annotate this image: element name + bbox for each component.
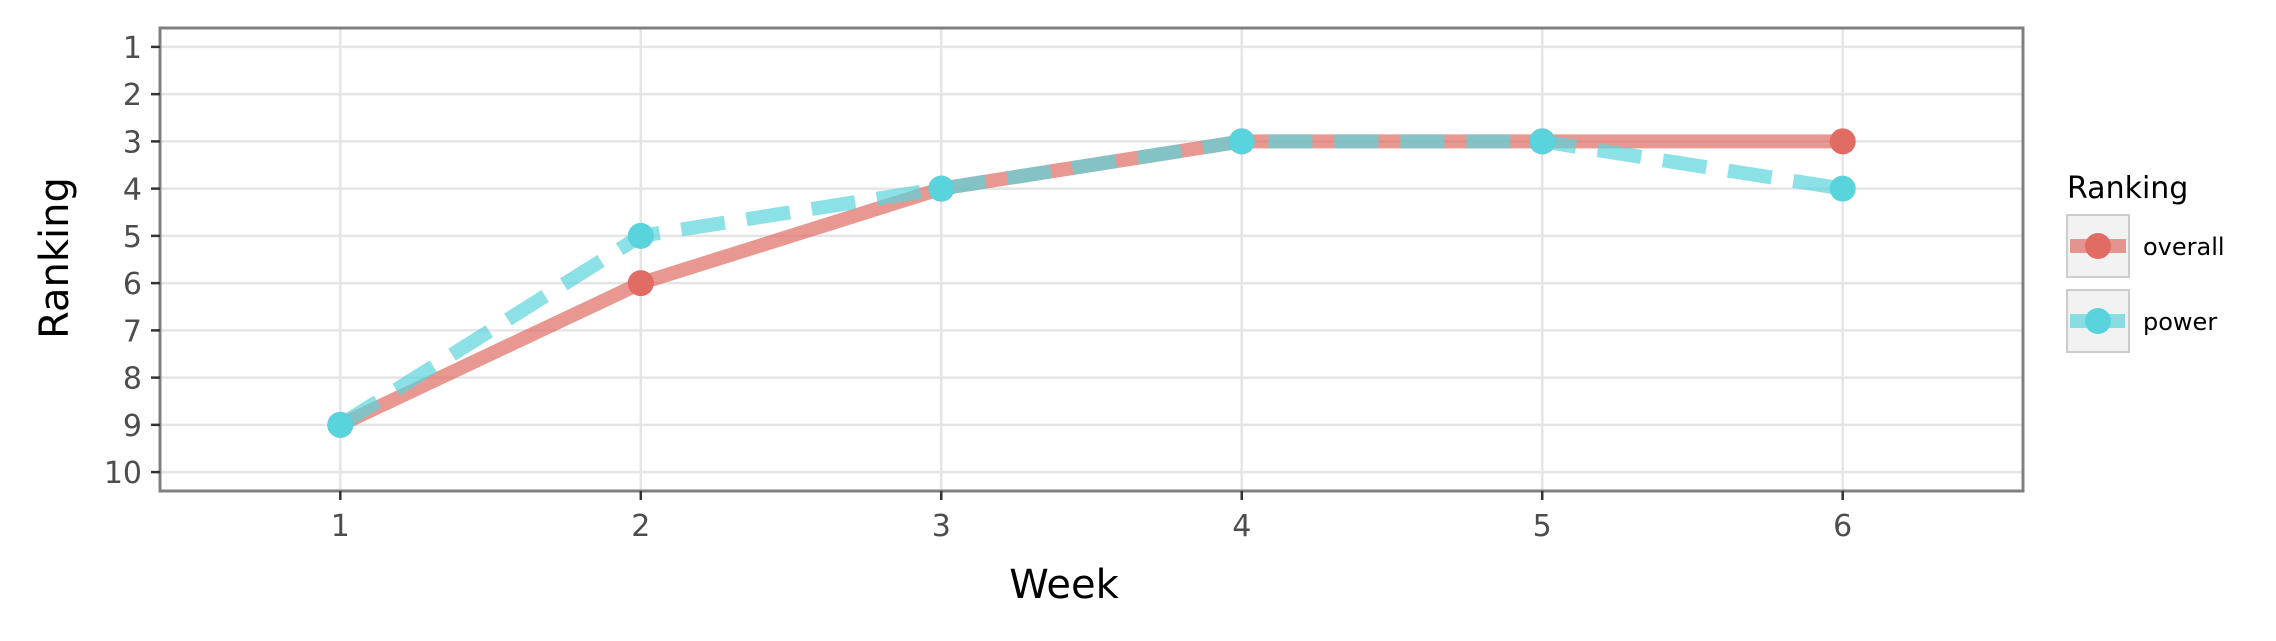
- x-tick-label: 5: [1533, 509, 1552, 544]
- legend-point-overall: [2085, 233, 2111, 259]
- y-tick-label: 7: [123, 314, 142, 349]
- y-tick-label: 2: [123, 78, 142, 113]
- x-axis-ticks: 1 2 3 4 5 6: [331, 491, 1852, 544]
- y-tick-label: 4: [123, 173, 142, 208]
- x-tick-label: 3: [932, 509, 951, 544]
- data-point-overall: [627, 270, 654, 297]
- plot-panel-border: [158, 26, 2025, 493]
- y-tick-label: 6: [123, 267, 142, 302]
- y-axis-ticks: 1 2 3 4 5 6 7 8 9 10: [104, 31, 160, 491]
- legend-label-overall: overall: [2143, 233, 2225, 261]
- data-point-overall: [1829, 128, 1856, 155]
- y-tick-label: 1: [123, 31, 142, 66]
- data-point-power: [928, 175, 955, 202]
- data-point-power: [327, 411, 354, 438]
- legend-point-power: [2085, 308, 2111, 334]
- x-axis-title: Week: [1009, 562, 1119, 608]
- legend-title: Ranking: [2067, 171, 2188, 206]
- data-point-power: [1529, 128, 1556, 155]
- y-tick-label: 8: [123, 362, 142, 397]
- series-lines: [336, 134, 1844, 432]
- data-point-power: [1228, 128, 1255, 155]
- series-points: [327, 128, 1856, 438]
- x-tick-label: 4: [1232, 509, 1251, 544]
- x-tick-label: 1: [331, 509, 350, 544]
- x-tick-label: 6: [1833, 509, 1852, 544]
- y-axis-title: Ranking: [32, 177, 78, 339]
- grid: [160, 28, 2023, 491]
- x-tick-label: 2: [631, 509, 650, 544]
- series-line-power: [336, 134, 1844, 431]
- y-tick-label: 10: [104, 456, 142, 491]
- y-tick-label: 5: [123, 220, 142, 255]
- data-point-power: [627, 222, 654, 249]
- data-point-power: [1829, 175, 1856, 202]
- legend: Ranking overall power: [2066, 171, 2225, 353]
- y-tick-label: 3: [123, 125, 142, 160]
- legend-label-power: power: [2143, 308, 2217, 336]
- y-tick-label: 9: [123, 409, 142, 444]
